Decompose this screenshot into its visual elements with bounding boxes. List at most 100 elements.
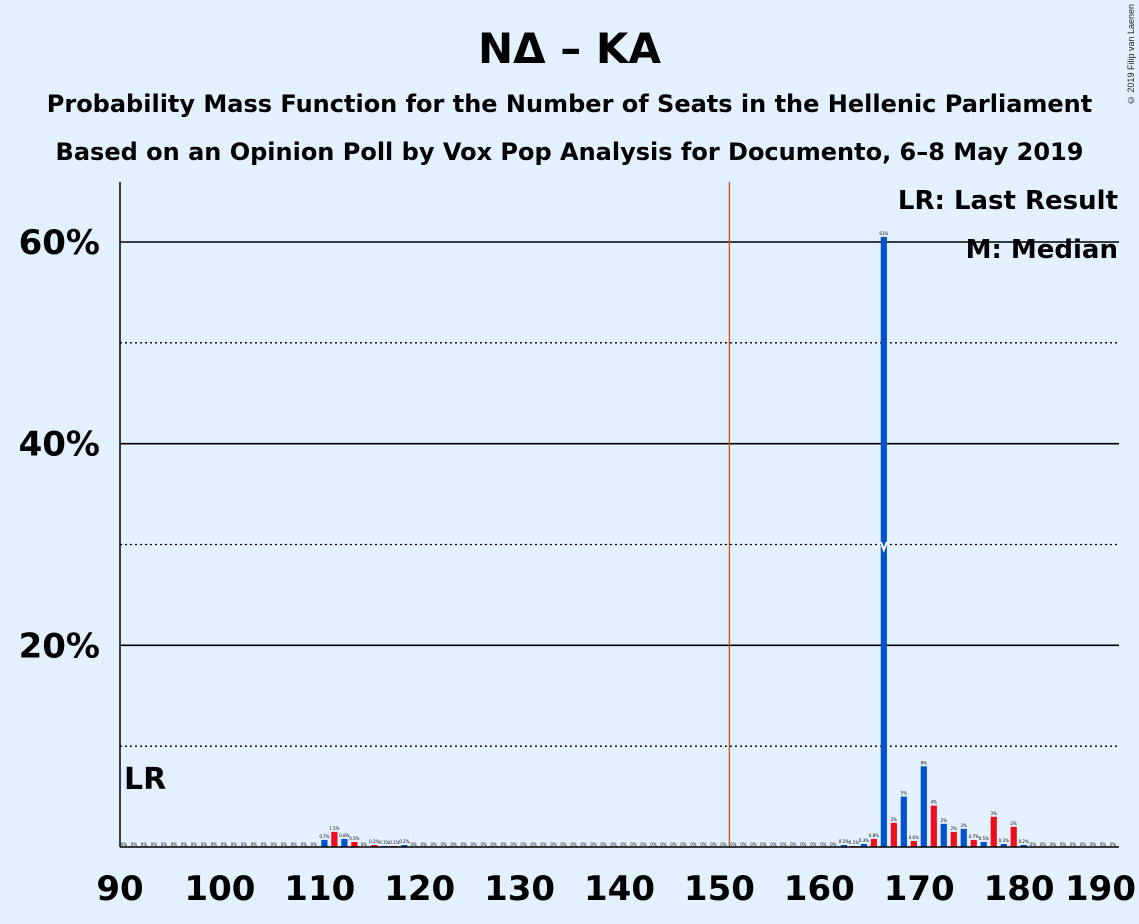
y-tick-label: 40% bbox=[19, 425, 100, 465]
zero-label: 0% bbox=[1110, 842, 1117, 847]
zero-label: 0% bbox=[1040, 842, 1047, 847]
bar bbox=[860, 843, 867, 847]
data-label: 0.1% bbox=[379, 840, 389, 845]
zero-label: 0% bbox=[490, 842, 497, 847]
zero-label: 0% bbox=[431, 842, 438, 847]
data-label: 2% bbox=[941, 818, 948, 823]
x-tick-label: 150 bbox=[684, 869, 755, 909]
zero-label: 0% bbox=[780, 842, 787, 847]
x-tick-label: 170 bbox=[884, 869, 955, 909]
bar bbox=[1020, 844, 1027, 847]
zero-label: 0% bbox=[660, 842, 667, 847]
zero-label: 0% bbox=[131, 842, 138, 847]
zero-label: 0% bbox=[191, 842, 198, 847]
median-marker bbox=[879, 541, 888, 553]
zero-label: 0% bbox=[151, 842, 158, 847]
zero-label: 0% bbox=[630, 842, 637, 847]
zero-label: 0% bbox=[540, 842, 547, 847]
bar bbox=[890, 822, 897, 847]
zero-label: 0% bbox=[620, 842, 627, 847]
data-label: 1.5% bbox=[329, 826, 339, 831]
bar bbox=[371, 844, 378, 847]
data-label: 5% bbox=[901, 791, 908, 796]
zero-label: 0% bbox=[650, 842, 657, 847]
bar bbox=[970, 839, 977, 847]
zero-label: 0% bbox=[500, 842, 507, 847]
zero-label: 0% bbox=[311, 842, 318, 847]
zero-label: 0% bbox=[1080, 842, 1087, 847]
zero-label: 0% bbox=[411, 842, 418, 847]
data-label: 0.2% bbox=[839, 839, 849, 844]
bar bbox=[980, 841, 987, 847]
y-tick-label: 20% bbox=[19, 626, 100, 666]
zero-label: 0% bbox=[770, 842, 777, 847]
bar bbox=[351, 841, 358, 847]
chart-subtitle-2: Based on an Opinion Poll by Vox Pop Anal… bbox=[55, 138, 1084, 166]
zero-label: 0% bbox=[700, 842, 707, 847]
x-tick-label: 140 bbox=[584, 869, 655, 909]
x-tick-label: 130 bbox=[484, 869, 555, 909]
bar bbox=[840, 844, 847, 847]
data-label: 0.1% bbox=[389, 840, 399, 845]
x-tick-label: 120 bbox=[384, 869, 455, 909]
bar bbox=[880, 236, 887, 848]
data-label: 0.5% bbox=[349, 836, 359, 841]
data-label: 0.2% bbox=[1019, 839, 1029, 844]
zero-label: 0% bbox=[211, 842, 218, 847]
x-tick-label: 100 bbox=[184, 869, 255, 909]
data-label: 0.3% bbox=[859, 838, 869, 843]
chart-subtitle-1: Probability Mass Function for the Number… bbox=[46, 90, 1093, 118]
zero-label: 0% bbox=[510, 842, 517, 847]
bar bbox=[1000, 843, 1007, 847]
zero-label: 0% bbox=[221, 842, 228, 847]
data-label: 2% bbox=[891, 817, 898, 822]
zero-label: 0% bbox=[1050, 842, 1057, 847]
zero-label: 0% bbox=[1090, 842, 1097, 847]
zero-label: 0% bbox=[480, 842, 487, 847]
zero-label: 0% bbox=[1030, 842, 1037, 847]
zero-label: 0% bbox=[450, 842, 457, 847]
x-tick-label: 90 bbox=[96, 869, 143, 909]
zero-label: 0% bbox=[1100, 842, 1107, 847]
zero-label: 0% bbox=[800, 842, 807, 847]
zero-label: 0% bbox=[520, 842, 527, 847]
zero-label: 0% bbox=[590, 842, 597, 847]
zero-label: 0% bbox=[470, 842, 477, 847]
zero-label: 0% bbox=[1060, 842, 1067, 847]
zero-label: 0% bbox=[261, 842, 268, 847]
zero-label: 0% bbox=[640, 842, 647, 847]
zero-label: 0% bbox=[141, 842, 148, 847]
zero-label: 0% bbox=[231, 842, 238, 847]
zero-label: 0% bbox=[580, 842, 587, 847]
data-label: 61% bbox=[879, 231, 888, 236]
data-label: 8% bbox=[921, 760, 928, 765]
zero-label: 0% bbox=[560, 842, 567, 847]
x-tick-label: 110 bbox=[284, 869, 355, 909]
zero-label: 0% bbox=[241, 842, 248, 847]
x-tick-label: 190 bbox=[1065, 869, 1136, 909]
data-label: 0.8% bbox=[339, 833, 349, 838]
bar bbox=[331, 831, 338, 847]
zero-label: 0% bbox=[680, 842, 687, 847]
zero-label: 0% bbox=[670, 842, 677, 847]
zero-label: 0% bbox=[820, 842, 827, 847]
zero-label: 0% bbox=[720, 842, 727, 847]
zero-label: 0% bbox=[740, 842, 747, 847]
zero-label: 0% bbox=[181, 842, 188, 847]
zero-label: 0% bbox=[161, 842, 168, 847]
zero-label: 0% bbox=[1070, 842, 1077, 847]
bar bbox=[341, 838, 348, 847]
zero-label: 0% bbox=[610, 842, 617, 847]
data-label: 4% bbox=[931, 800, 938, 805]
zero-label: 0% bbox=[201, 842, 208, 847]
legend-median: M: Median bbox=[966, 235, 1118, 265]
chart-title: ΝΔ – ΚΑ bbox=[478, 24, 661, 73]
zero-label: 0% bbox=[361, 842, 368, 847]
x-tick-label: 180 bbox=[984, 869, 1055, 909]
data-label: 0.2% bbox=[399, 839, 409, 844]
bar bbox=[1010, 826, 1017, 847]
bar bbox=[930, 805, 937, 847]
data-label: 0.7% bbox=[319, 834, 329, 839]
data-label: 0.2% bbox=[369, 839, 379, 844]
